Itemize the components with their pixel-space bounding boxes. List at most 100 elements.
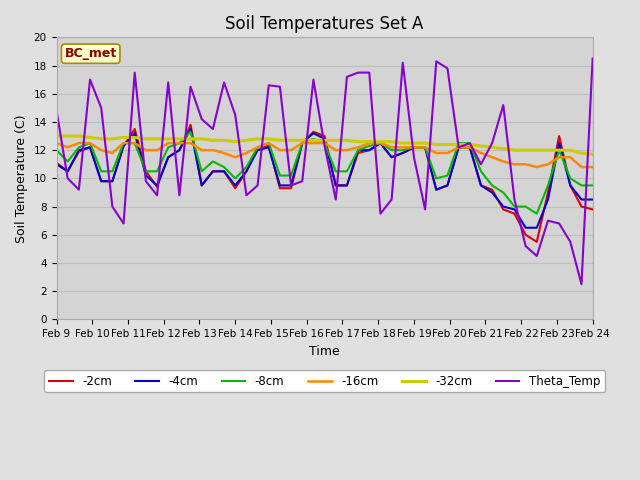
-2cm [332, 182, 340, 188]
-32cm [86, 134, 94, 140]
Theta_Temp [276, 84, 284, 90]
-8cm [187, 129, 195, 135]
-4cm [276, 182, 284, 188]
-2cm [566, 182, 574, 188]
-2cm [421, 144, 429, 150]
-4cm [220, 168, 228, 174]
-32cm [253, 136, 261, 142]
-8cm [455, 140, 463, 146]
-16cm [421, 144, 429, 150]
-32cm [522, 147, 529, 153]
Theta_Temp [410, 155, 418, 160]
Theta_Temp [522, 243, 529, 249]
Legend: -2cm, -4cm, -8cm, -16cm, -32cm, Theta_Temp: -2cm, -4cm, -8cm, -16cm, -32cm, Theta_Te… [44, 370, 605, 393]
-8cm [444, 173, 451, 179]
-32cm [488, 144, 496, 150]
Theta_Temp [142, 178, 150, 184]
Theta_Temp [287, 182, 295, 188]
-4cm [52, 161, 60, 167]
Theta_Temp [355, 70, 362, 75]
-8cm [298, 140, 306, 146]
-16cm [209, 147, 217, 153]
-32cm [421, 140, 429, 146]
-2cm [388, 155, 396, 160]
-2cm [265, 143, 273, 149]
-2cm [410, 144, 418, 150]
-16cm [343, 147, 351, 153]
-32cm [355, 139, 362, 144]
-4cm [399, 150, 406, 156]
Theta_Temp [131, 70, 138, 75]
-8cm [410, 144, 418, 150]
Theta_Temp [52, 108, 60, 114]
-16cm [220, 150, 228, 156]
Line: -16cm: -16cm [56, 143, 593, 167]
-2cm [365, 147, 373, 153]
-8cm [86, 140, 94, 146]
-4cm [477, 182, 484, 188]
-32cm [511, 147, 518, 153]
-32cm [589, 152, 596, 157]
-4cm [355, 147, 362, 153]
-32cm [64, 133, 72, 139]
-8cm [589, 182, 596, 188]
-8cm [321, 140, 328, 146]
-32cm [533, 147, 541, 153]
-32cm [131, 134, 138, 140]
-16cm [265, 140, 273, 146]
-16cm [566, 155, 574, 160]
-32cm [298, 137, 306, 143]
-8cm [310, 136, 317, 142]
-4cm [332, 182, 340, 188]
-8cm [578, 182, 586, 188]
Theta_Temp [499, 102, 507, 108]
-16cm [276, 147, 284, 153]
Line: Theta_Temp: Theta_Temp [56, 59, 593, 284]
-2cm [64, 168, 72, 174]
Theta_Temp [433, 59, 440, 64]
-4cm [578, 197, 586, 203]
-16cm [120, 140, 127, 146]
-2cm [355, 150, 362, 156]
-4cm [544, 197, 552, 203]
-16cm [164, 140, 172, 146]
-4cm [455, 144, 463, 150]
-2cm [578, 204, 586, 209]
-2cm [187, 122, 195, 128]
-4cm [120, 143, 127, 149]
-4cm [365, 147, 373, 153]
Line: -8cm: -8cm [56, 132, 593, 214]
-16cm [355, 144, 362, 150]
-8cm [544, 182, 552, 188]
-8cm [566, 176, 574, 181]
-8cm [164, 144, 172, 150]
-4cm [86, 144, 94, 150]
-32cm [265, 136, 273, 142]
Theta_Temp [589, 56, 596, 61]
-4cm [533, 225, 541, 230]
-16cm [153, 147, 161, 153]
-8cm [488, 182, 496, 188]
-8cm [265, 140, 273, 146]
-4cm [243, 168, 250, 174]
Theta_Temp [220, 80, 228, 85]
-8cm [220, 164, 228, 170]
-32cm [142, 136, 150, 142]
-2cm [477, 182, 484, 188]
-8cm [276, 173, 284, 179]
-8cm [477, 168, 484, 174]
Theta_Temp [556, 221, 563, 227]
Theta_Temp [399, 60, 406, 66]
-2cm [287, 185, 295, 191]
-16cm [321, 140, 328, 146]
-32cm [287, 137, 295, 143]
-2cm [131, 126, 138, 132]
-8cm [198, 168, 205, 174]
-16cm [466, 144, 474, 150]
-4cm [298, 140, 306, 146]
-8cm [533, 211, 541, 216]
-2cm [321, 133, 328, 139]
-32cm [153, 136, 161, 142]
-32cm [164, 136, 172, 142]
-16cm [298, 140, 306, 146]
